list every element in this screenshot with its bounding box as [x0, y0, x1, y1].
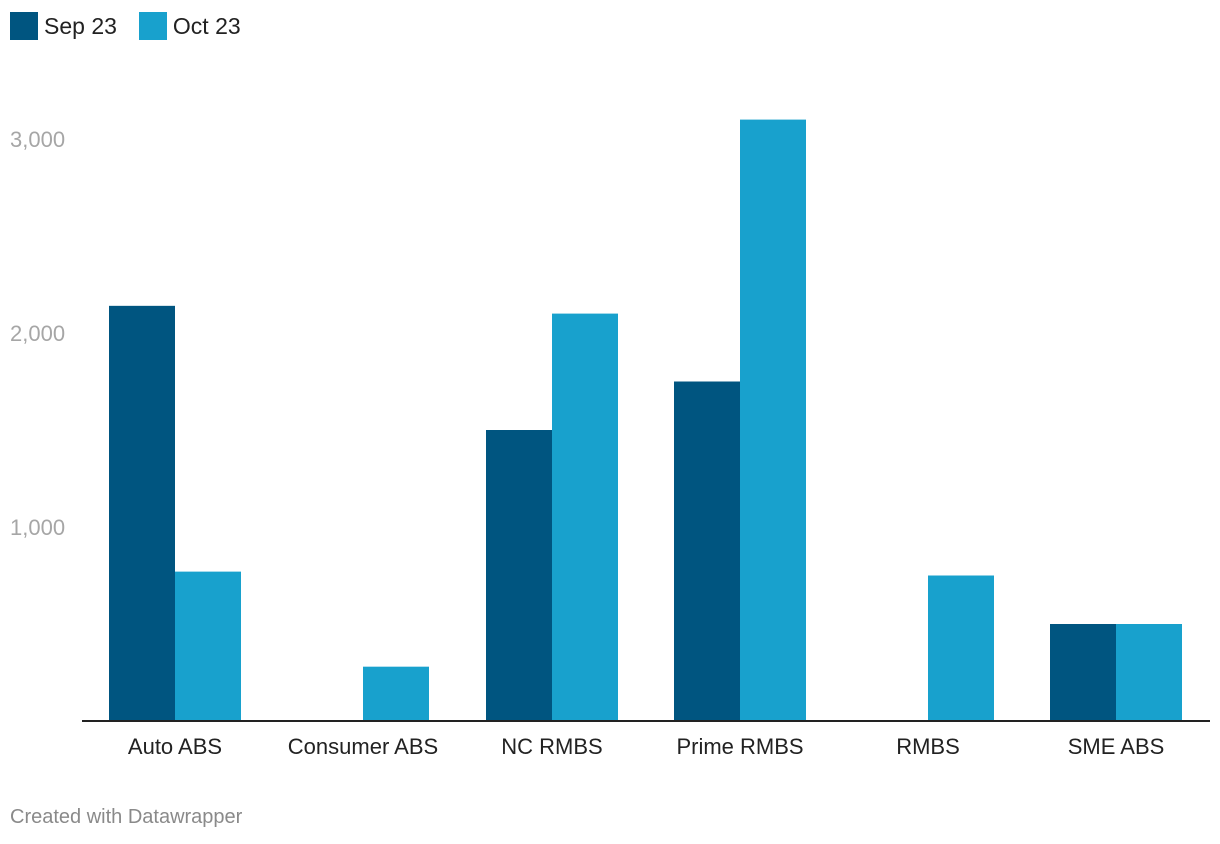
- bar-auto-abs-sep-23: [109, 305, 175, 721]
- bar-prime-rmbs-oct-23: [740, 119, 806, 722]
- footer-credit: Created with Datawrapper: [10, 806, 243, 828]
- bar-sme-abs-oct-23: [1116, 624, 1182, 721]
- x-category-label-consumer-abs: Consumer ABS: [288, 734, 438, 759]
- bar-sme-abs-sep-23: [1050, 624, 1116, 721]
- legend-item-oct-23: Oct 23: [138, 12, 241, 40]
- bar-auto-abs-oct-23: [175, 571, 241, 721]
- x-category-label-rmbs: RMBS: [896, 734, 960, 759]
- bar-nc-rmbs-sep-23: [486, 430, 552, 721]
- legend-label-oct-23: Oct 23: [172, 12, 241, 39]
- legend-item-sep-23: Sep 23: [10, 12, 117, 40]
- legend-swatch-sep-23: [10, 12, 38, 40]
- legend-label-sep-23: Sep 23: [44, 12, 117, 39]
- x-category-label-auto-abs: Auto ABS: [128, 734, 222, 759]
- y-tick-label-3000: 3,000: [10, 127, 65, 152]
- legend-swatch-oct-23: [138, 12, 167, 40]
- x-category-label-sme-abs: SME ABS: [1068, 734, 1165, 759]
- bar-prime-rmbs-sep-23: [674, 381, 740, 721]
- bar-rmbs-oct-23: [928, 575, 994, 721]
- y-tick-label-2000: 2,000: [10, 321, 65, 346]
- x-category-label-prime-rmbs: Prime RMBS: [676, 734, 803, 759]
- x-category-label-nc-rmbs: NC RMBS: [501, 734, 602, 759]
- chart-legend: Sep 23 Oct 23: [10, 12, 241, 40]
- y-tick-label-1000: 1,000: [10, 515, 65, 540]
- bar-consumer-abs-oct-23: [363, 666, 429, 721]
- bar-nc-rmbs-oct-23: [552, 313, 618, 721]
